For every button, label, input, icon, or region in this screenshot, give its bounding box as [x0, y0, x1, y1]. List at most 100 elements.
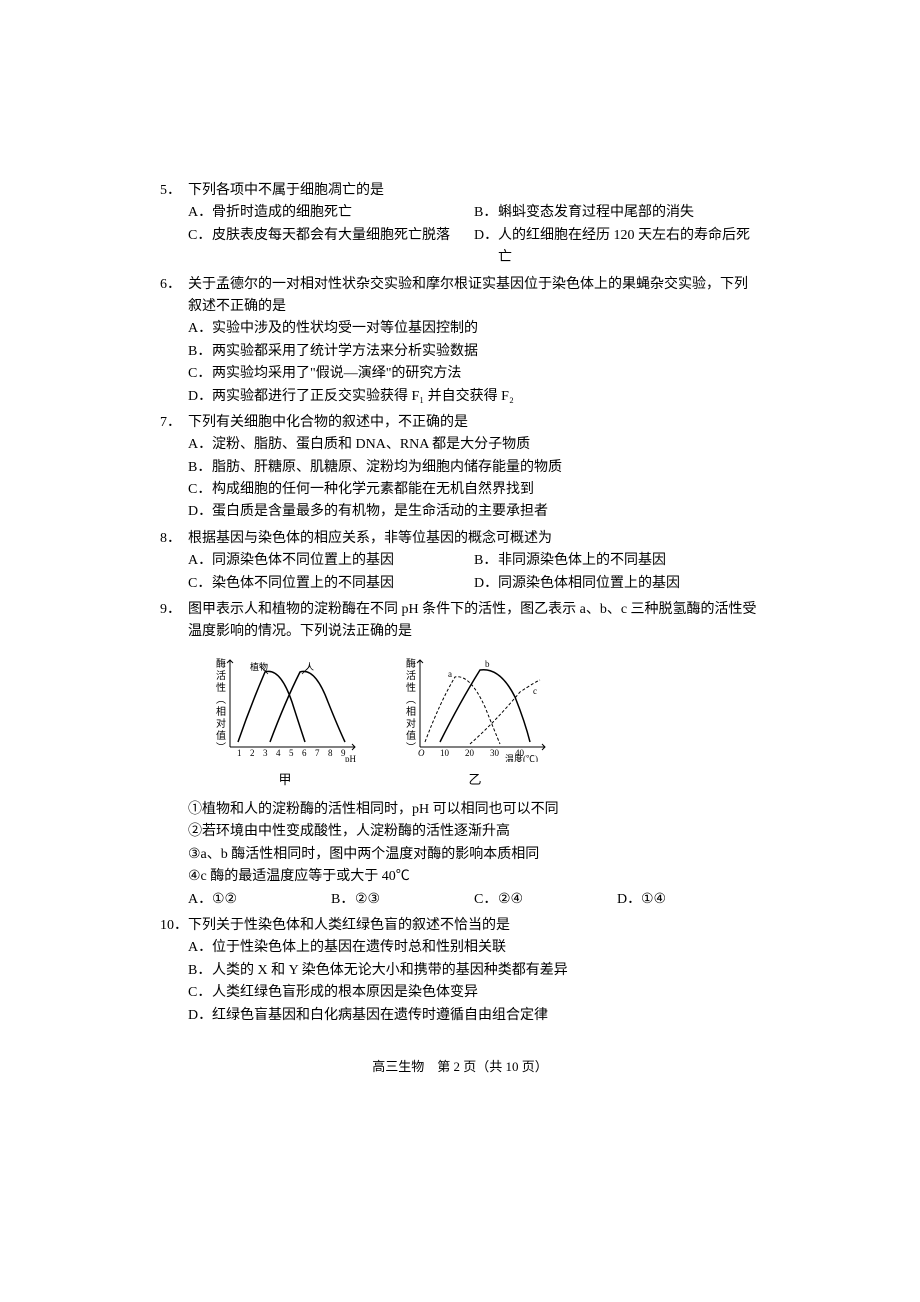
- q8-num: 8．: [160, 528, 188, 550]
- q9-sub-4: ④c 酶的最适温度应等于或大于 40℃: [188, 866, 760, 888]
- q6-opt-b: B．两实验都采用了统计学方法来分析实验数据: [188, 341, 760, 363]
- q9-options: A．①② B．②③ C．②④ D．①④: [160, 889, 760, 911]
- q9-sub-1: ①植物和人的淀粉酶的活性相同时，pH 可以相同也可以不同: [188, 799, 760, 821]
- question-10: 10． 下列关于性染色体和人类红绿色盲的叙述不恰当的是 A．位于性染色体上的基因…: [160, 915, 760, 1027]
- q5-opt-a: A．骨折时造成的细胞死亡: [188, 202, 474, 224]
- q7-opt-c: C．构成细胞的任何一种化学元素都能在无机自然界找到: [188, 479, 760, 501]
- svg-text:︵: ︵: [216, 695, 226, 706]
- chart-yi: 酶 活 性 ︵ 相 对 值 ︶ a b c O 10 20: [400, 652, 550, 791]
- svg-text:10: 10: [440, 748, 450, 758]
- q7-opt-d: D．蛋白质是含量最多的有机物，是生命活动的主要承担者: [188, 501, 760, 523]
- q9-num: 9．: [160, 599, 188, 644]
- q6-text: 关于孟德尔的一对相对性状杂交实验和摩尔根证实基因位于染色体上的果蝇杂交实验，下列…: [188, 274, 760, 319]
- q10-opt-a: A．位于性染色体上的基因在遗传时总和性别相关联: [188, 937, 760, 959]
- q6-num: 6．: [160, 274, 188, 319]
- svg-text:5: 5: [289, 748, 294, 758]
- q6-opt-a: A．实验中涉及的性状均受一对等位基因控制的: [188, 318, 760, 340]
- svg-text:性: 性: [216, 681, 226, 694]
- q9-opt-c: C．②④: [474, 889, 617, 911]
- svg-text:1: 1: [237, 748, 242, 758]
- q6-opt-c: C．两实验均采用了"假说—演绎"的研究方法: [188, 363, 760, 385]
- curve-human: [270, 671, 345, 742]
- svg-text:活: 活: [406, 670, 416, 682]
- label-b: b: [485, 659, 490, 669]
- q5-options: A．骨折时造成的细胞死亡 B．蝌蚪变态发育过程中尾部的消失 C．皮肤表皮每天都会…: [160, 202, 760, 269]
- label-a: a: [448, 669, 452, 679]
- q10-opt-b: B．人类的 X 和 Y 染色体无论大小和携带的基因种类都有差异: [188, 960, 760, 982]
- q10-text: 下列关于性染色体和人类红绿色盲的叙述不恰当的是: [188, 915, 760, 937]
- q6-opt-d: D．两实验都进行了正反交实验获得 F₁ 并自交获得 F₂: [188, 386, 760, 408]
- q8-stem: 8． 根据基因与染色体的相应关系，非等位基因的概念可概述为: [160, 528, 760, 550]
- chart-jia-ylabel: 酶: [216, 657, 226, 670]
- q9-opt-a: A．①②: [188, 889, 331, 911]
- q6-options: A．实验中涉及的性状均受一对等位基因控制的 B．两实验都采用了统计学方法来分析实…: [160, 318, 760, 408]
- svg-text:O: O: [418, 748, 425, 758]
- label-c: c: [533, 686, 537, 696]
- chart-yi-caption: 乙: [400, 770, 550, 791]
- chart-yi-xlabel: 温度(℃): [505, 753, 538, 762]
- svg-text:︶: ︶: [406, 742, 416, 754]
- q10-opt-c: C．人类红绿色盲形成的根本原因是染色体变异: [188, 982, 760, 1004]
- svg-text:30: 30: [490, 748, 500, 758]
- q5-text: 下列各项中不属于细胞凋亡的是: [188, 180, 760, 202]
- svg-text:对: 对: [406, 717, 416, 730]
- svg-text:8: 8: [328, 748, 333, 758]
- svg-text:相: 相: [406, 705, 416, 718]
- q6-stem: 6． 关于孟德尔的一对相对性状杂交实验和摩尔根证实基因位于染色体上的果蝇杂交实验…: [160, 274, 760, 319]
- q9-text: 图甲表示人和植物的淀粉酶在不同 pH 条件下的活性，图乙表示 a、b、c 三种脱…: [188, 599, 760, 644]
- q7-stem: 7． 下列有关细胞中化合物的叙述中，不正确的是: [160, 412, 760, 434]
- curve-a: [425, 677, 500, 744]
- chart-jia-svg: 酶 活 性 ︵ 相 对 值 ︶ 植物 人 1 2 3: [210, 652, 360, 762]
- question-9: 9． 图甲表示人和植物的淀粉酶在不同 pH 条件下的活性，图乙表示 a、b、c …: [160, 599, 760, 911]
- q9-opt-d: D．①④: [617, 889, 760, 911]
- q8-opt-a: A．同源染色体不同位置上的基因: [188, 550, 474, 572]
- q10-num: 10．: [160, 915, 188, 937]
- svg-text:3: 3: [263, 748, 268, 758]
- svg-text:值: 值: [406, 729, 416, 742]
- svg-text:20: 20: [465, 748, 475, 758]
- svg-text:7: 7: [315, 748, 320, 758]
- q10-stem: 10． 下列关于性染色体和人类红绿色盲的叙述不恰当的是: [160, 915, 760, 937]
- svg-text:对: 对: [216, 717, 226, 730]
- q7-num: 7．: [160, 412, 188, 434]
- svg-text:︵: ︵: [406, 695, 416, 706]
- question-5: 5． 下列各项中不属于细胞凋亡的是 A．骨折时造成的细胞死亡 B．蝌蚪变态发育过…: [160, 180, 760, 270]
- q9-opt-b: B．②③: [331, 889, 474, 911]
- q8-opt-c: C．染色体不同位置上的不同基因: [188, 573, 474, 595]
- svg-text:4: 4: [276, 748, 281, 758]
- q8-opt-d: D．同源染色体相同位置上的基因: [474, 573, 760, 595]
- svg-text:值: 值: [216, 729, 226, 742]
- svg-text:︶: ︶: [216, 742, 226, 754]
- q7-opt-b: B．脂肪、肝糖原、肌糖原、淀粉均为细胞内储存能量的物质: [188, 457, 760, 479]
- chart-jia-xlabel: pH: [345, 754, 357, 762]
- curve-c: [470, 680, 540, 744]
- q9-sub-3: ③a、b 酶活性相同时，图中两个温度对酶的影响本质相同: [188, 844, 760, 866]
- q10-opt-d: D．红绿色盲基因和白化病基因在遗传时遵循自由组合定律: [188, 1005, 760, 1027]
- q5-opt-d: D．人的红细胞在经历 120 天左右的寿命后死亡: [474, 225, 760, 270]
- q5-opt-b: B．蝌蚪变态发育过程中尾部的消失: [474, 202, 760, 224]
- q8-options: A．同源染色体不同位置上的基因 B．非同源染色体上的不同基因 C．染色体不同位置…: [160, 550, 760, 595]
- chart-jia-caption: 甲: [210, 770, 360, 791]
- q8-opt-b: B．非同源染色体上的不同基因: [474, 550, 760, 572]
- q7-text: 下列有关细胞中化合物的叙述中，不正确的是: [188, 412, 760, 434]
- q8-text: 根据基因与染色体的相应关系，非等位基因的概念可概述为: [188, 528, 760, 550]
- svg-text:性: 性: [406, 681, 416, 694]
- svg-text:相: 相: [216, 705, 226, 718]
- chart-yi-svg: 酶 活 性 ︵ 相 对 值 ︶ a b c O 10 20: [400, 652, 550, 762]
- svg-text:2: 2: [250, 748, 255, 758]
- question-7: 7． 下列有关细胞中化合物的叙述中，不正确的是 A．淀粉、脂肪、蛋白质和 DNA…: [160, 412, 760, 524]
- chart-yi-ylabel: 酶: [406, 657, 416, 670]
- q5-opt-c: C．皮肤表皮每天都会有大量细胞死亡脱落: [188, 225, 474, 270]
- q5-num: 5．: [160, 180, 188, 202]
- q9-stem: 9． 图甲表示人和植物的淀粉酶在不同 pH 条件下的活性，图乙表示 a、b、c …: [160, 599, 760, 644]
- label-plant: 植物: [250, 661, 268, 672]
- svg-text:6: 6: [302, 748, 307, 758]
- q9-charts: 酶 活 性 ︵ 相 对 值 ︶ 植物 人 1 2 3: [160, 652, 760, 791]
- q10-options: A．位于性染色体上的基因在遗传时总和性别相关联 B．人类的 X 和 Y 染色体无…: [160, 937, 760, 1027]
- q5-stem: 5． 下列各项中不属于细胞凋亡的是: [160, 180, 760, 202]
- q7-opt-a: A．淀粉、脂肪、蛋白质和 DNA、RNA 都是大分子物质: [188, 434, 760, 456]
- chart-jia: 酶 活 性 ︵ 相 对 值 ︶ 植物 人 1 2 3: [210, 652, 360, 791]
- question-6: 6． 关于孟德尔的一对相对性状杂交实验和摩尔根证实基因位于染色体上的果蝇杂交实验…: [160, 274, 760, 408]
- q7-options: A．淀粉、脂肪、蛋白质和 DNA、RNA 都是大分子物质 B．脂肪、肝糖原、肌糖…: [160, 434, 760, 524]
- svg-text:活: 活: [216, 670, 226, 682]
